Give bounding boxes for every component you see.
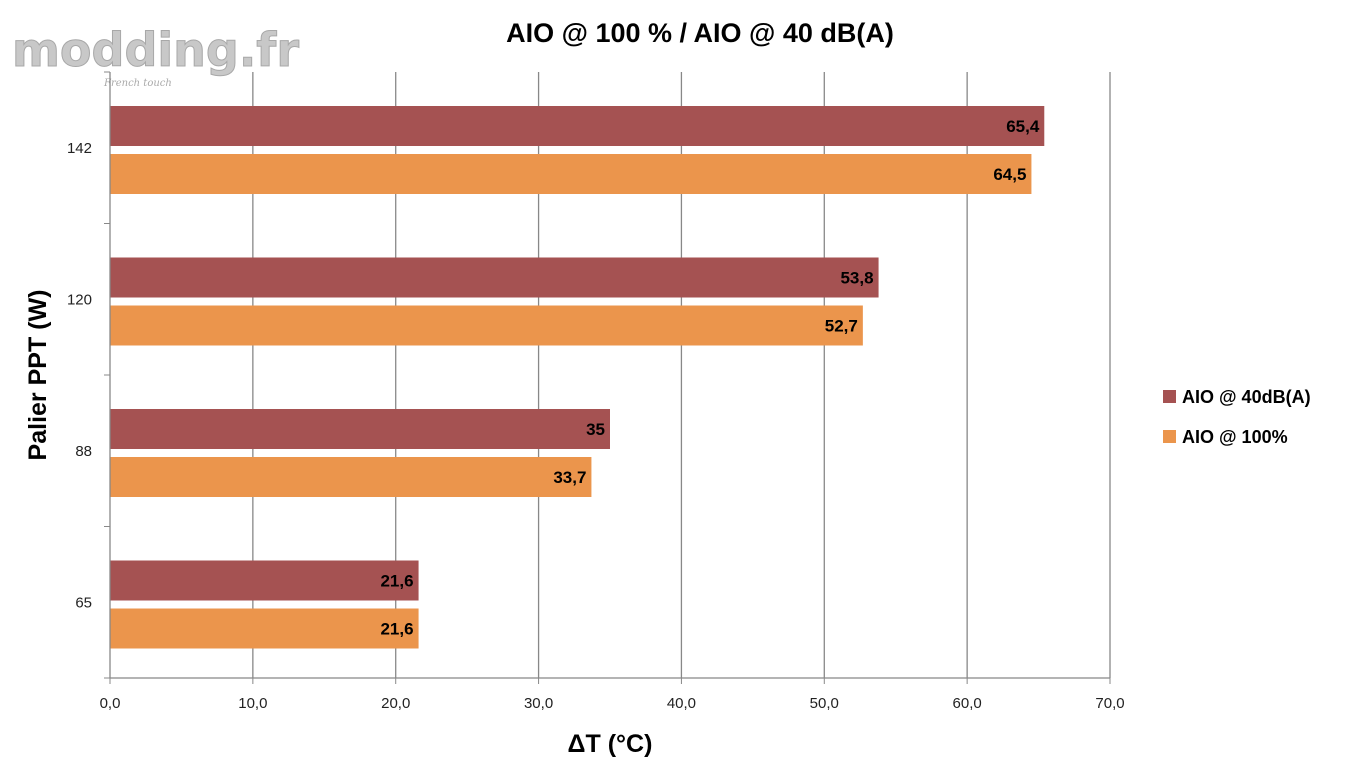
y-tick-label: 142 — [67, 140, 92, 157]
data-label: 65,4 — [1006, 117, 1040, 136]
chart-title: AIO @ 100 % / AIO @ 40 dB(A) — [506, 18, 894, 48]
x-tick-label: 20,0 — [381, 695, 410, 712]
logo-tagline: French touch — [103, 78, 172, 89]
logo: modding.fr French touch — [12, 23, 300, 90]
legend: AIO @ 40dB(A) AIO @ 100% — [1163, 387, 1311, 447]
bar — [110, 106, 1045, 146]
axes: 0,0 10,0 20,0 30,0 40,0 50,0 60,0 70,0 65 88 120 14… — [67, 71, 1125, 712]
bar — [110, 560, 419, 601]
data-label: 64,5 — [993, 165, 1026, 184]
data-label: 53,8 — [840, 269, 873, 288]
data-label: 21,6 — [380, 620, 413, 639]
x-tick-label: 10,0 — [238, 695, 267, 712]
legend-swatch — [1163, 430, 1176, 443]
logo-text: modding.fr — [12, 23, 299, 77]
x-tick-label: 60,0 — [953, 695, 982, 712]
bar — [110, 457, 592, 497]
bar — [110, 154, 1032, 194]
y-tick-label: 65 — [75, 594, 92, 611]
data-label: 33,7 — [553, 468, 586, 487]
bar — [110, 257, 879, 298]
legend-label: AIO @ 40dB(A) — [1182, 387, 1311, 407]
x-tick-label: 30,0 — [524, 695, 553, 712]
y-tick-label: 88 — [75, 443, 92, 460]
bars: 21,6 21,6 35 33,7 53,8 52,7 65,4 64,5 — [110, 106, 1045, 649]
x-tick-label: 40,0 — [667, 695, 696, 712]
x-axis-title: ΔT (°C) — [568, 730, 653, 758]
data-label: 52,7 — [825, 317, 858, 336]
bar — [110, 305, 863, 346]
legend-label: AIO @ 100% — [1182, 427, 1288, 447]
x-tick-label: 0,0 — [100, 695, 121, 712]
y-tick-label: 120 — [67, 291, 92, 308]
bar — [110, 608, 419, 649]
data-label: 35 — [586, 420, 605, 439]
x-tick-label: 70,0 — [1095, 695, 1124, 712]
data-label: 21,6 — [380, 572, 413, 591]
legend-swatch — [1163, 390, 1176, 403]
x-tick-label: 50,0 — [810, 695, 839, 712]
bar — [110, 409, 610, 449]
y-axis-title: Palier PPT (W) — [24, 290, 52, 461]
